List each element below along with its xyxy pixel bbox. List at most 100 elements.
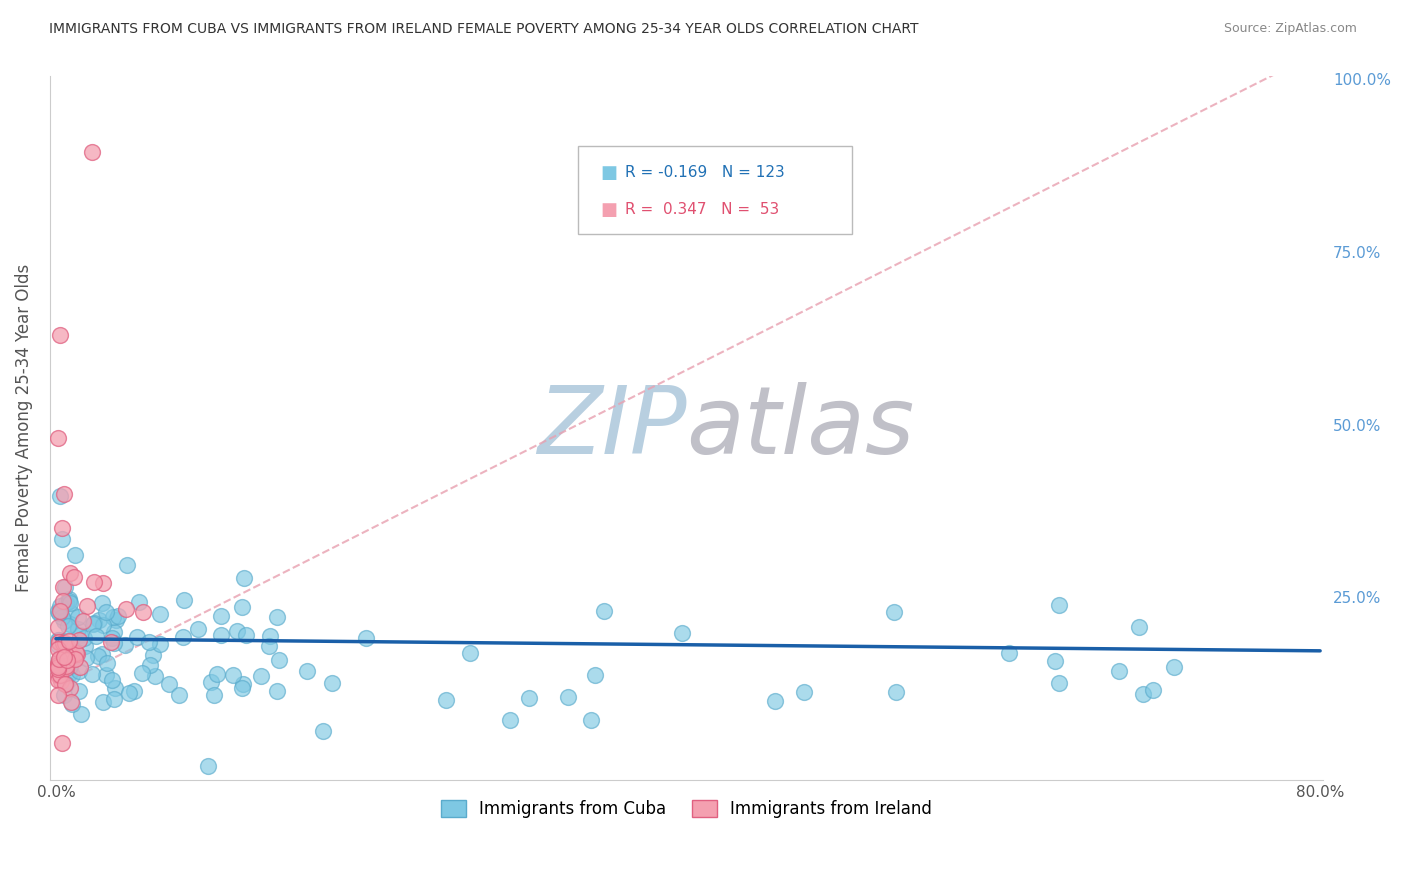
Point bbox=[46, 660, 69, 674]
Point bbox=[138, 635, 160, 649]
Point bbox=[205, 667, 228, 681]
Text: ■: ■ bbox=[600, 201, 617, 219]
Point bbox=[46, 688, 69, 702]
Point bbox=[267, 653, 290, 667]
Point bbox=[48, 652, 70, 666]
Text: ZIP: ZIP bbox=[537, 383, 686, 474]
Point bbox=[49, 651, 72, 665]
Point bbox=[52, 636, 75, 650]
Point bbox=[883, 605, 905, 619]
Point bbox=[101, 610, 124, 624]
Point bbox=[46, 673, 69, 687]
Point bbox=[66, 610, 89, 624]
Point bbox=[132, 606, 155, 620]
Point bbox=[458, 646, 481, 660]
Point bbox=[125, 631, 148, 645]
Point bbox=[312, 723, 335, 738]
Point bbox=[998, 646, 1021, 660]
Text: IMMIGRANTS FROM CUBA VS IMMIGRANTS FROM IRELAND FEMALE POVERTY AMONG 25-34 YEAR : IMMIGRANTS FROM CUBA VS IMMIGRANTS FROM … bbox=[49, 22, 918, 37]
Point bbox=[434, 693, 457, 707]
Point bbox=[46, 431, 69, 445]
Point bbox=[48, 635, 70, 649]
Point bbox=[51, 609, 73, 624]
Point bbox=[46, 668, 69, 682]
Point bbox=[69, 628, 91, 642]
Point bbox=[91, 575, 114, 590]
Point bbox=[593, 604, 616, 618]
Point bbox=[51, 521, 73, 535]
Point bbox=[94, 605, 117, 619]
Point bbox=[149, 637, 172, 651]
Point bbox=[257, 639, 280, 653]
Point bbox=[66, 647, 89, 661]
Point bbox=[59, 617, 82, 632]
Text: R = -0.169   N = 123: R = -0.169 N = 123 bbox=[626, 165, 785, 180]
Point bbox=[187, 622, 209, 636]
Point bbox=[763, 694, 786, 708]
Y-axis label: Female Poverty Among 25-34 Year Olds: Female Poverty Among 25-34 Year Olds bbox=[15, 264, 32, 592]
Point bbox=[173, 592, 195, 607]
Point bbox=[53, 677, 76, 691]
Point bbox=[793, 684, 815, 698]
Point bbox=[91, 695, 114, 709]
Point bbox=[75, 651, 97, 665]
Point bbox=[59, 695, 82, 709]
Point bbox=[107, 609, 129, 624]
Point bbox=[222, 668, 245, 682]
Point bbox=[73, 639, 96, 653]
Point bbox=[63, 645, 86, 659]
Point bbox=[1043, 654, 1066, 668]
Point bbox=[55, 639, 77, 653]
Point bbox=[197, 759, 219, 773]
Point bbox=[60, 668, 83, 682]
Point bbox=[49, 489, 72, 503]
Point bbox=[354, 631, 377, 645]
Point bbox=[91, 617, 114, 632]
Point bbox=[89, 613, 111, 627]
Point bbox=[139, 657, 162, 672]
Point bbox=[1142, 682, 1164, 697]
Point bbox=[583, 668, 606, 682]
Point bbox=[579, 713, 602, 727]
Point bbox=[233, 571, 256, 585]
Point bbox=[100, 635, 122, 649]
Point bbox=[143, 669, 166, 683]
Point bbox=[80, 145, 103, 159]
Point bbox=[169, 688, 191, 702]
Point bbox=[46, 620, 69, 634]
Point bbox=[67, 632, 90, 647]
Point bbox=[1047, 598, 1070, 612]
Point bbox=[128, 594, 150, 608]
Point bbox=[100, 631, 122, 645]
Point bbox=[96, 656, 118, 670]
Point bbox=[76, 599, 98, 614]
Point bbox=[94, 668, 117, 682]
Point bbox=[69, 660, 91, 674]
Point bbox=[67, 664, 90, 678]
Point bbox=[56, 640, 79, 655]
Point bbox=[51, 736, 73, 750]
Point bbox=[46, 604, 69, 618]
Point bbox=[83, 615, 105, 630]
Point bbox=[200, 675, 222, 690]
Text: R =  0.347   N =  53: R = 0.347 N = 53 bbox=[626, 202, 779, 217]
Point bbox=[55, 659, 77, 673]
Point bbox=[82, 617, 104, 632]
Point bbox=[231, 600, 253, 615]
Point bbox=[259, 629, 281, 643]
Point bbox=[103, 624, 125, 639]
Point bbox=[48, 327, 70, 342]
Point bbox=[671, 626, 693, 640]
Point bbox=[59, 597, 82, 611]
Point bbox=[46, 641, 69, 656]
Point bbox=[1108, 664, 1130, 678]
Point bbox=[209, 609, 232, 624]
Point bbox=[48, 633, 70, 648]
Point bbox=[499, 713, 522, 727]
Point bbox=[60, 697, 83, 711]
Point bbox=[84, 629, 107, 643]
Point bbox=[53, 636, 76, 650]
Point bbox=[46, 638, 69, 652]
Point bbox=[53, 640, 76, 654]
Point bbox=[59, 649, 82, 664]
